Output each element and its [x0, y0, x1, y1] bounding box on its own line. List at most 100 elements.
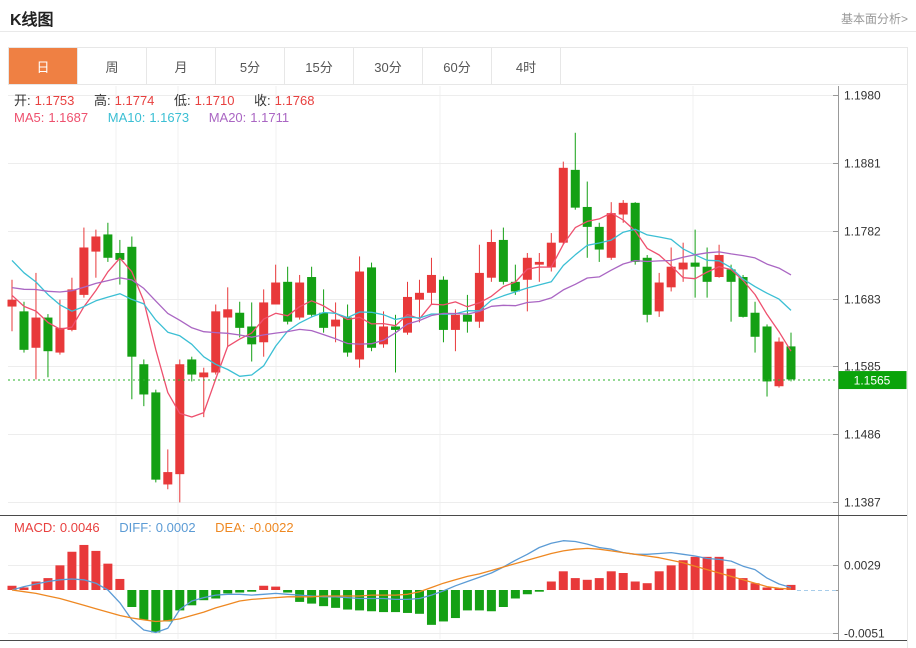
- candle[interactable]: [163, 449, 173, 490]
- candle[interactable]: [498, 227, 508, 285]
- tab-30min[interactable]: 30分: [354, 48, 423, 84]
- candle[interactable]: [630, 202, 640, 265]
- candle[interactable]: [79, 227, 89, 298]
- candle[interactable]: [295, 274, 305, 320]
- candle-body: [786, 346, 796, 380]
- candle[interactable]: [259, 289, 269, 357]
- candle[interactable]: [271, 264, 281, 305]
- candle[interactable]: [654, 272, 664, 317]
- candle[interactable]: [414, 279, 424, 323]
- candle[interactable]: [510, 264, 520, 295]
- candle[interactable]: [7, 279, 17, 332]
- macd-hist-bar: [271, 586, 281, 590]
- ohlc-legend: 开: 1.1753 高: 1.1774 低: 1.1710 收: 1.1768: [14, 90, 318, 109]
- candle[interactable]: [726, 264, 736, 322]
- macd-hist-bar: [690, 556, 700, 590]
- candle[interactable]: [175, 359, 185, 503]
- ma20-line: [11, 251, 792, 345]
- candle[interactable]: [367, 262, 377, 352]
- candle[interactable]: [618, 200, 628, 223]
- low-label: 低:: [174, 93, 191, 108]
- candle-body: [690, 262, 700, 267]
- fundamental-analysis-link[interactable]: 基本面分析>: [840, 12, 908, 26]
- candle[interactable]: [67, 277, 77, 332]
- macd-tick-label: 0.0029: [844, 559, 881, 573]
- candle[interactable]: [247, 302, 257, 362]
- candle[interactable]: [570, 132, 580, 210]
- price-tick-label: 1.1486: [844, 428, 881, 442]
- tab-day[interactable]: 日: [9, 48, 78, 84]
- price-tick-label: 1.1881: [844, 157, 881, 171]
- macd-hist-bar: [774, 588, 784, 590]
- candle[interactable]: [211, 304, 221, 375]
- macd-hist-bar: [498, 590, 508, 607]
- tab-month[interactable]: 月: [147, 48, 216, 84]
- candle-body: [331, 319, 341, 327]
- candle[interactable]: [606, 202, 616, 260]
- candle-body: [115, 252, 125, 260]
- macd-hist-bar: [55, 565, 65, 590]
- macd-hist-bar: [139, 590, 149, 620]
- tab-week[interactable]: 周: [78, 48, 147, 84]
- candle[interactable]: [546, 233, 556, 272]
- candle[interactable]: [558, 161, 568, 245]
- candle[interactable]: [582, 181, 592, 258]
- candle[interactable]: [55, 299, 65, 355]
- candle[interactable]: [666, 247, 676, 292]
- candle[interactable]: [187, 356, 197, 382]
- macd-hist-bar: [654, 571, 664, 590]
- tab-15min[interactable]: 15分: [285, 48, 354, 84]
- price-tick-label: 1.1585: [844, 360, 881, 374]
- candle-body: [726, 269, 736, 282]
- candle[interactable]: [474, 244, 484, 328]
- candle[interactable]: [786, 332, 796, 382]
- candle[interactable]: [283, 266, 293, 325]
- tab-4hour[interactable]: 4时: [492, 48, 561, 84]
- candle-body: [67, 289, 77, 330]
- candle-body: [91, 236, 101, 252]
- candle-body: [594, 226, 604, 250]
- tab-60min[interactable]: 60分: [423, 48, 492, 84]
- candle[interactable]: [762, 324, 772, 397]
- candle[interactable]: [331, 302, 341, 343]
- candle[interactable]: [738, 274, 748, 318]
- candle-body: [618, 202, 628, 215]
- candle[interactable]: [223, 287, 233, 347]
- candle[interactable]: [235, 301, 245, 338]
- candle[interactable]: [307, 266, 317, 318]
- candle[interactable]: [43, 314, 53, 378]
- candle[interactable]: [103, 222, 113, 262]
- candle[interactable]: [391, 314, 401, 373]
- candle[interactable]: [199, 367, 209, 418]
- candle[interactable]: [151, 389, 161, 483]
- candle[interactable]: [450, 309, 460, 352]
- candle-body: [163, 472, 173, 485]
- candle-body: [762, 326, 772, 382]
- axis-layer: 1.1980 1.1881 1.1782 1.1683 1.1585 1.1486 1.13…: [0, 86, 907, 641]
- widget-right-border: [907, 84, 908, 648]
- macd-hist-bar: [43, 578, 53, 590]
- candle[interactable]: [750, 301, 760, 353]
- candle[interactable]: [115, 239, 125, 285]
- candle[interactable]: [139, 359, 149, 407]
- candle[interactable]: [486, 229, 496, 282]
- tab-5min[interactable]: 5分: [216, 48, 285, 84]
- candle[interactable]: [774, 337, 784, 388]
- candle[interactable]: [319, 289, 329, 333]
- candle[interactable]: [91, 229, 101, 278]
- macd-hist-bar: [379, 590, 389, 613]
- candle[interactable]: [19, 301, 29, 353]
- candle[interactable]: [127, 236, 137, 400]
- candle[interactable]: [426, 257, 436, 305]
- candle[interactable]: [343, 304, 353, 357]
- candle[interactable]: [379, 311, 389, 348]
- candle-body: [295, 282, 305, 318]
- candle[interactable]: [31, 272, 41, 380]
- diff-label: DIFF:: [119, 520, 152, 535]
- candles-layer: [7, 132, 796, 503]
- candle[interactable]: [642, 255, 652, 323]
- candle[interactable]: [690, 229, 700, 298]
- candle-body: [7, 299, 17, 307]
- ma-legend: MA5: 1.1687 MA10: 1.1673 MA20: 1.1711: [14, 110, 293, 125]
